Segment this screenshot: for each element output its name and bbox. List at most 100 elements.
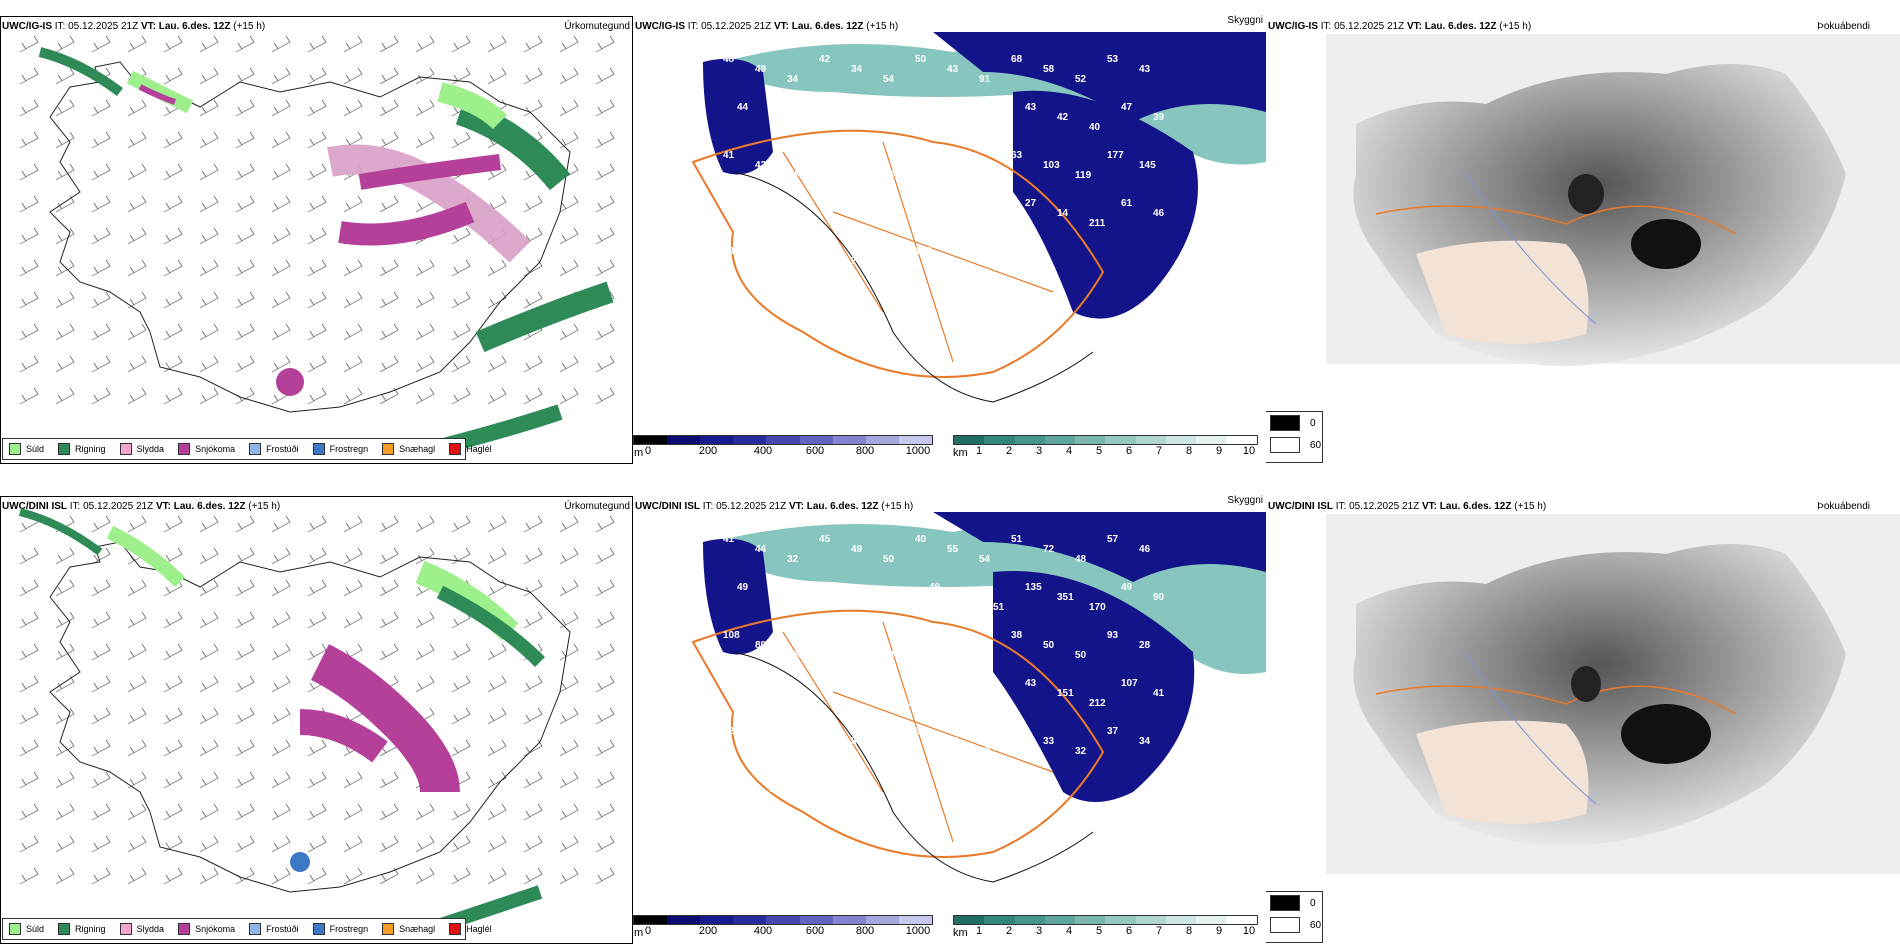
wind-barb [199,867,219,885]
ceiling-value-label: 45 [819,534,831,545]
wind-barb [199,547,219,565]
wind-barb [559,259,579,277]
wind-barb [91,803,111,821]
wind-barb [379,611,399,629]
wind-barb [199,515,219,533]
legend-item: Súld [9,443,44,455]
wind-barb [343,515,363,533]
wind-barb [163,195,183,213]
ceiling-value-label: 37 [1107,726,1119,737]
issue-time: 05.12.2025 21Z [83,501,154,512]
wind-barb [307,35,327,53]
ceiling-value-label: 44 [737,102,749,113]
wind-barb [451,387,471,405]
wind-barb [235,739,255,757]
cloud-map: 41 44 32 45 49 50 40 55 54 51 72 48 57 46 49 53 61 54 45 45… [633,512,1266,942]
wind-barb [127,355,147,373]
legend-swatch [58,443,71,455]
wind-barb [451,803,471,821]
wind-barb [559,771,579,789]
ceiling-value-label: 32 [769,784,781,795]
wind-barb [271,675,291,693]
wind-barb [307,835,327,853]
cloud-map: 48 49 34 42 34 54 50 43 91 68 58 52 53 43 44 45 43 39 47 42… [633,32,1266,462]
snow-area [276,368,304,396]
ceiling-value-label: 75 [915,150,927,161]
ceiling-value-label: 41 [723,534,735,545]
wind-barb [127,579,147,597]
ceiling-value-label: 47 [883,746,895,757]
wind-barb [55,643,75,661]
ceiling-value-label: 89 [755,640,767,651]
ceiling-value-label: 38 [1011,630,1023,641]
ceiling-value-label: 119 [1075,170,1092,181]
legend-swatch [9,443,21,455]
wind-barb [271,355,291,373]
wind-barb [271,291,291,309]
legend-swatch [249,923,262,935]
ceiling-value-label: 170 [1089,602,1106,613]
ceiling-value-label: 48 [723,54,735,65]
ceiling-value-label: 43 [1139,64,1151,75]
ceiling-colorbar-cells [633,915,933,925]
wind-barb [127,195,147,213]
wind-barb [19,387,39,405]
ceiling-value-label: 14 [1057,208,1069,219]
wind-barb [199,291,219,309]
ceiling-value-label: 93 [851,640,863,651]
fog-legend-swatch [1270,415,1300,431]
wind-barb [487,547,507,565]
ceiling-value-label: 34 [947,160,959,171]
wind-barb [235,515,255,533]
ceiling-value-label: 51 [1011,534,1023,545]
wind-barb [235,675,255,693]
wind-barb [559,611,579,629]
wind-barb [415,611,435,629]
wind-barb [559,739,579,757]
marker-layer-bottom: 41 44 32 45 49 50 40 55 54 51 72 48 57 46 49 53 61 54 45 45… [723,534,1165,805]
wind-barb [271,771,291,789]
fog-dense [1571,666,1601,702]
wind-barb [307,355,327,373]
ceiling-area [703,538,773,655]
legend-item: Slydda [119,443,164,455]
wind-barb [199,643,219,661]
wind-barb [91,323,111,341]
ceiling-value-label: 32 [1075,746,1087,757]
wind-barb [163,675,183,693]
ceiling-value-label: 69 [851,160,863,171]
wind-barb [559,547,579,565]
wind-barb [163,867,183,885]
ceiling-value-label: 47 [865,112,877,123]
wind-barb [487,643,507,661]
wind-barb [163,259,183,277]
wind-barb [523,291,543,309]
wind-barb [415,99,435,117]
wind-barb [415,67,435,85]
wind-barb [307,323,327,341]
wind-barb [559,67,579,85]
wind-barb [343,867,363,885]
wind-barb [415,131,435,149]
wind-barb [19,579,39,597]
fog-land-clear [1416,240,1589,344]
ceiling-value-label: 40 [993,698,1005,709]
wind-barb [163,67,183,85]
wind-barb [163,387,183,405]
wind-barb [379,323,399,341]
wind-barb [91,35,111,53]
ceiling-value-label: 75 [851,256,863,267]
wind-barb [595,67,615,85]
wind-barb [127,643,147,661]
rain-area [455,99,571,191]
ceiling-value-label: 10 [865,208,877,219]
wind-barb [55,355,75,373]
ceiling-value-label: 55 [947,544,959,555]
ceiling-value-label: 43 [723,246,735,257]
snow-area [310,644,460,794]
wind-barb [163,835,183,853]
ceiling-value-label: 211 [1089,218,1106,229]
wind-barb [55,739,75,757]
wind-barb [379,291,399,309]
ceiling-value-label: 53 [1107,54,1119,65]
